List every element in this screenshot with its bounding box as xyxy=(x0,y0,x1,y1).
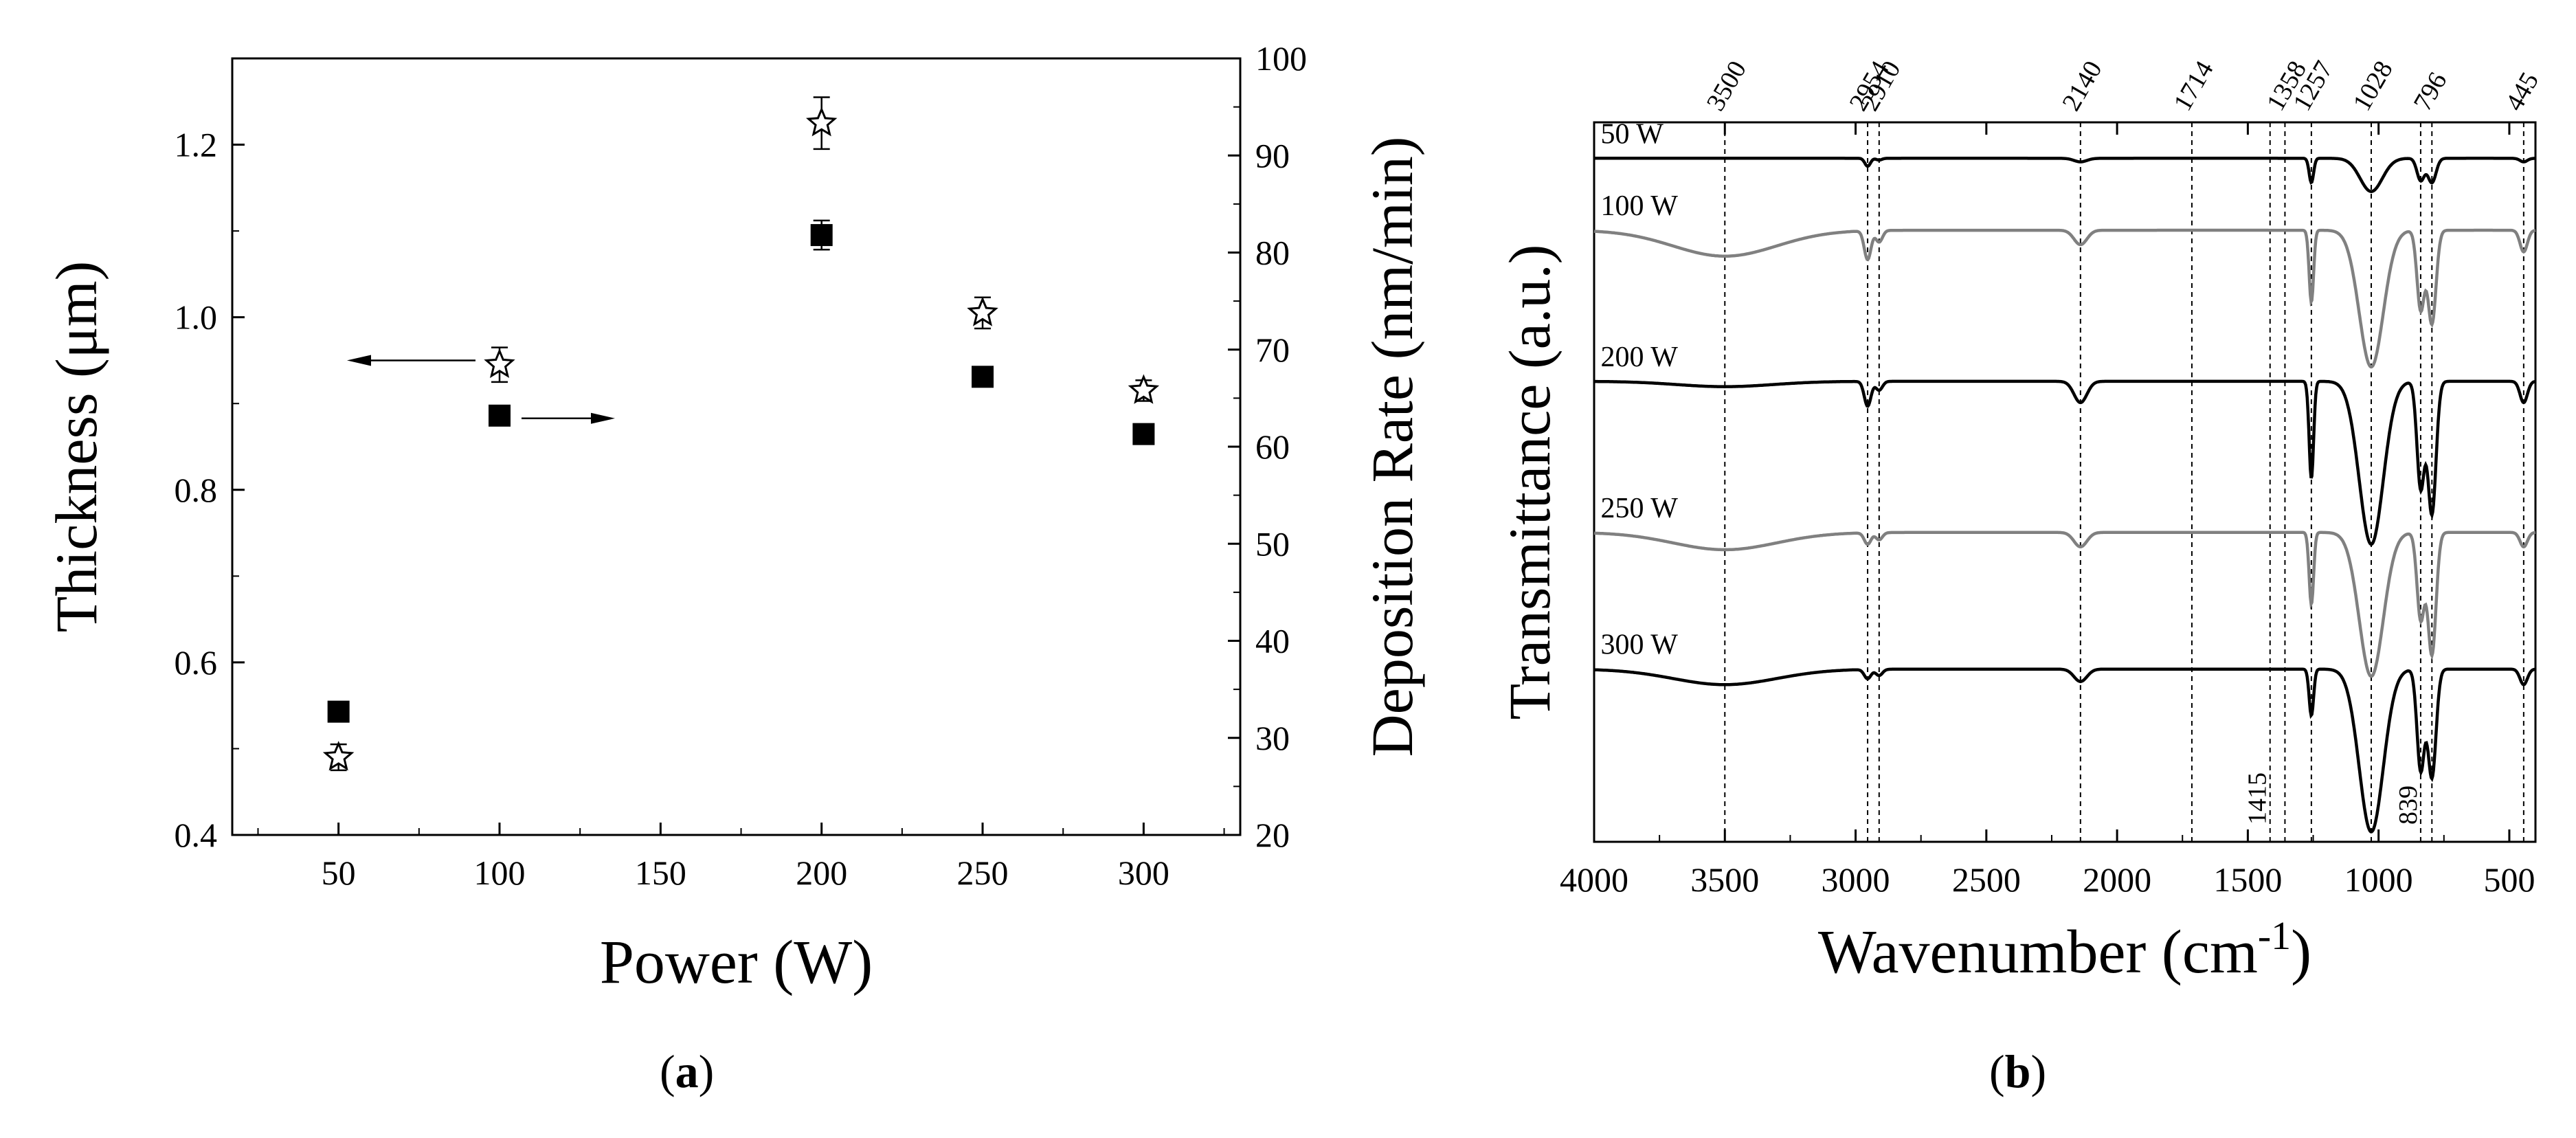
y2-tick-label: 60 xyxy=(1255,427,1290,466)
thickness-star-point xyxy=(1128,374,1160,404)
x-tick-label: 150 xyxy=(635,854,686,892)
y2-tick-label: 100 xyxy=(1255,39,1307,78)
spectrum-label: 50 W xyxy=(1601,118,1664,150)
x-axis-label-end: ) xyxy=(2291,918,2311,986)
panel-b-letter: b xyxy=(2004,1045,2031,1097)
spectrum-line xyxy=(1594,157,2535,193)
spectrum-line xyxy=(1593,228,2536,369)
deposition-square-point xyxy=(1132,423,1155,445)
peak-top-label: 796 xyxy=(2408,67,2453,115)
deposition-square-point xyxy=(327,700,350,723)
panel-a-chart: 50 100 150 200 250 300 0.4 0.6 0.8 1.0 1.2 20 30 40 50… xyxy=(43,39,1425,996)
x-tick-label: 300 xyxy=(1118,854,1169,892)
thickness-star-point xyxy=(322,741,355,771)
y2-axis-label: Deposition Rate (nm/min) xyxy=(1359,137,1425,757)
spectrum-label: 300 W xyxy=(1601,629,1679,661)
x-tick-label: 3000 xyxy=(1822,860,1890,899)
x-tick-label: 1500 xyxy=(2213,860,2282,899)
peak-top-label: 445 xyxy=(2500,67,2544,115)
x-tick-label: 2500 xyxy=(1952,860,2021,899)
y-tick-label: 0.8 xyxy=(175,471,218,509)
x-tick-label: 100 xyxy=(474,854,526,892)
panel-a-letter: a xyxy=(675,1045,699,1097)
y-axis-label: Thickness (μm) xyxy=(43,261,109,632)
x-tick-label: 500 xyxy=(2483,860,2535,899)
y2-tick-label: 50 xyxy=(1255,524,1290,563)
peak-top-label: 2140 xyxy=(2057,56,2107,116)
spectrum-label: 200 W xyxy=(1601,342,1679,373)
deposition-square-point xyxy=(810,224,833,247)
thickness-star-point xyxy=(484,348,515,379)
plot-frame xyxy=(1593,121,2537,843)
peak-bottom-label: 1415 xyxy=(2243,772,2272,825)
x-axis-label-main: Wavenumber (cm xyxy=(1818,918,2258,986)
x-axis-label: Power (W) xyxy=(600,928,873,996)
x-axis-label-superscript: -1 xyxy=(2258,913,2291,958)
y-tick-label: 1.0 xyxy=(175,298,218,337)
x-tick-label: 50 xyxy=(322,854,356,892)
y2-tick-label: 20 xyxy=(1255,816,1290,854)
plot-frame xyxy=(231,57,1242,836)
spectrum-line xyxy=(1594,379,2536,546)
thickness-star-point xyxy=(967,296,998,326)
y-tick-label: 0.6 xyxy=(175,643,218,682)
y2-tick-label: 70 xyxy=(1255,331,1290,369)
x-axis-label: Wavenumber (cm-1) xyxy=(1818,913,2311,986)
x-tick-label: 4000 xyxy=(1560,860,1628,899)
deposition-square-point xyxy=(489,404,511,427)
y2-tick-label: 90 xyxy=(1255,136,1290,175)
y-tick-label: 0.4 xyxy=(175,816,218,854)
x-tick-label: 250 xyxy=(957,854,1009,892)
spectrum-line xyxy=(1593,667,2536,834)
deposition-square-point xyxy=(972,366,994,388)
x-tick-label: 2000 xyxy=(2083,860,2151,899)
spectrum-line xyxy=(1593,531,2536,678)
x-tick-label: 200 xyxy=(796,854,847,892)
peak-top-label: 1714 xyxy=(2168,56,2219,116)
right-arrow-head xyxy=(591,412,615,424)
panel-b-label: (b) xyxy=(1989,1045,2047,1097)
y-axis-label: Transmittance (a.u.) xyxy=(1497,245,1563,720)
thickness-star-point xyxy=(805,107,838,137)
peak-top-label: 3500 xyxy=(1701,56,1752,116)
panel-a-label: (a) xyxy=(660,1045,715,1097)
y2-tick-label: 40 xyxy=(1255,622,1290,660)
y2-tick-label: 80 xyxy=(1255,234,1290,272)
y-tick-label: 1.2 xyxy=(175,126,218,164)
x-tick-label: 1000 xyxy=(2344,860,2413,899)
spectrum-label: 250 W xyxy=(1601,493,1679,524)
left-arrow-head xyxy=(347,355,371,366)
x-tick-label: 3500 xyxy=(1690,860,1759,899)
y2-tick-label: 30 xyxy=(1255,719,1290,757)
spectrum-label: 100 W xyxy=(1601,190,1679,222)
peak-bottom-label: 839 xyxy=(2394,785,2423,825)
peak-top-label: 1028 xyxy=(2347,56,2398,116)
